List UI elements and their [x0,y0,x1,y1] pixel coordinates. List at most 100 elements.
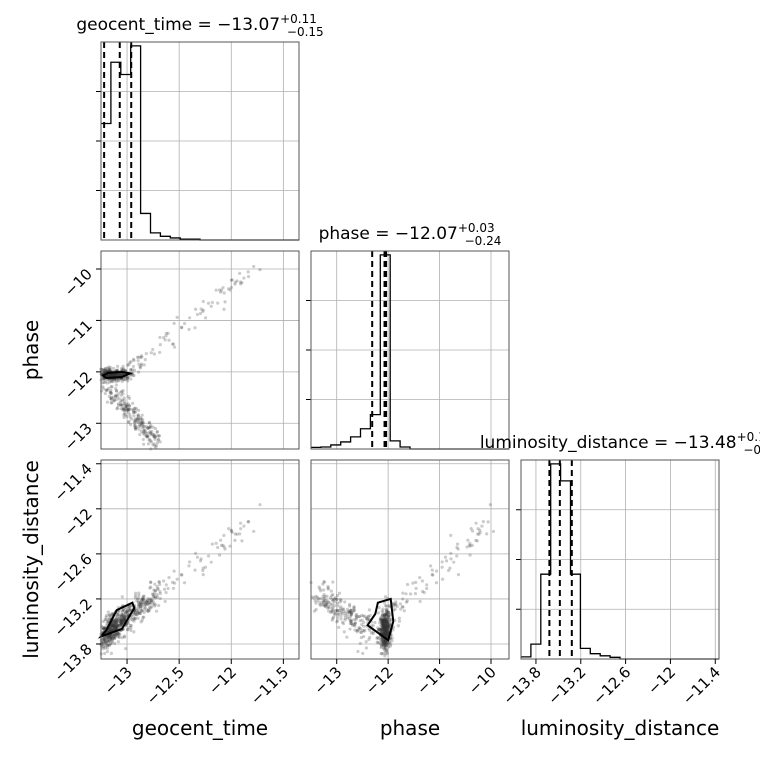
sample-point [338,600,342,604]
sample-point [383,623,387,627]
sample-point [158,596,162,601]
sample-point [385,632,389,636]
sample-point [146,596,150,601]
sample-point [335,597,339,602]
sample-point [102,638,107,642]
sample-point [381,623,385,627]
sample-point [113,632,117,636]
sample-point [126,621,131,626]
sample-point [101,642,105,646]
sample-point [358,641,362,646]
sample-point [364,640,368,644]
sample-point [143,358,147,362]
sample-point [111,624,115,628]
sample-point [148,426,152,430]
sample-point [385,632,389,636]
sample-point [395,604,399,609]
sample-point [377,606,381,610]
sample-point [383,616,388,620]
sample-point [119,621,124,625]
y-tick-label: −12 [61,505,96,540]
sample-point [144,600,148,604]
sample-point [333,613,337,617]
sample-point [379,619,383,623]
sample-point [108,628,112,632]
sample-point [222,307,226,311]
sample-point [420,579,424,583]
sample-point [452,560,456,564]
sample-point [440,565,444,569]
sample-point [330,609,334,613]
sample-point [319,589,323,593]
sample-point [155,441,160,445]
title-text: luminosity_distance = −13.48 [480,433,737,453]
sample-point [112,618,116,623]
sample-point [325,602,329,607]
sample-point [349,612,353,617]
sample-point [384,617,389,622]
sample-point [345,613,350,617]
sample-point [135,612,140,617]
sample-point [228,544,232,548]
sample-point [360,622,364,627]
sample-point [491,529,496,534]
sample-point [135,420,140,424]
sample-point [163,338,167,342]
sample-point [115,623,119,628]
sample-point [121,408,125,412]
sample-point [110,636,114,641]
sample-point [119,615,123,619]
sample-point [118,372,122,376]
sample-point [368,628,372,632]
sample-point [113,373,118,377]
sample-point [138,366,143,370]
sample-point [385,619,389,624]
sample-point [201,566,205,570]
sample-point [146,442,151,446]
sample-point [384,608,388,612]
sample-point [137,603,141,607]
sample-point [338,607,343,611]
sample-point [140,426,144,430]
sample-point [136,418,140,422]
sample-point [115,619,119,623]
sample-point [110,612,114,616]
sample-point [106,374,110,378]
sample-point [376,626,380,630]
sample-point [330,609,334,613]
sample-point [128,407,132,411]
sample-point [115,615,119,619]
sample-point [400,605,405,609]
y-tick-label: −11.4 [51,460,96,505]
sample-point [443,555,448,559]
sample-point [133,423,137,428]
sample-point [383,630,387,634]
sample-point [115,621,119,625]
sample-point [382,631,386,635]
sample-point [112,632,117,636]
sample-point [105,646,109,650]
sample-point [120,595,124,599]
sample-point [162,336,166,340]
sample-point [114,625,118,629]
sample-point [108,373,112,377]
sample-point [383,625,387,630]
sample-point [106,373,111,377]
sample-point [156,438,160,442]
sample-point [342,607,346,611]
sample-point [114,632,118,636]
sample-point [383,632,387,637]
sample-point [221,543,225,548]
sample-point [114,633,118,637]
sample-point [136,417,140,421]
sample-point [140,596,145,600]
sample-point [357,614,361,619]
sample-point [336,604,340,608]
sample-point [201,308,205,312]
sample-point [110,636,114,640]
sample-point [383,619,387,624]
sample-point [343,613,347,618]
sample-point [354,617,358,621]
sample-point [142,601,146,605]
sample-point [116,403,121,408]
